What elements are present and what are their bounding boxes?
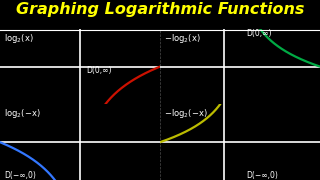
Text: D(−∞,0): D(−∞,0) xyxy=(4,171,36,180)
Text: log$_2$(−x): log$_2$(−x) xyxy=(4,107,41,120)
Text: D(0,∞): D(0,∞) xyxy=(246,29,272,38)
Text: −log$_2$(x): −log$_2$(x) xyxy=(164,32,201,45)
Text: log$_2$(x): log$_2$(x) xyxy=(4,32,34,45)
Text: −log$_2$(−x): −log$_2$(−x) xyxy=(164,107,208,120)
Text: Graphing Logarithmic Functions: Graphing Logarithmic Functions xyxy=(16,2,304,17)
Text: D(0,∞): D(0,∞) xyxy=(86,66,112,75)
Text: D(−∞,0): D(−∞,0) xyxy=(246,171,278,180)
